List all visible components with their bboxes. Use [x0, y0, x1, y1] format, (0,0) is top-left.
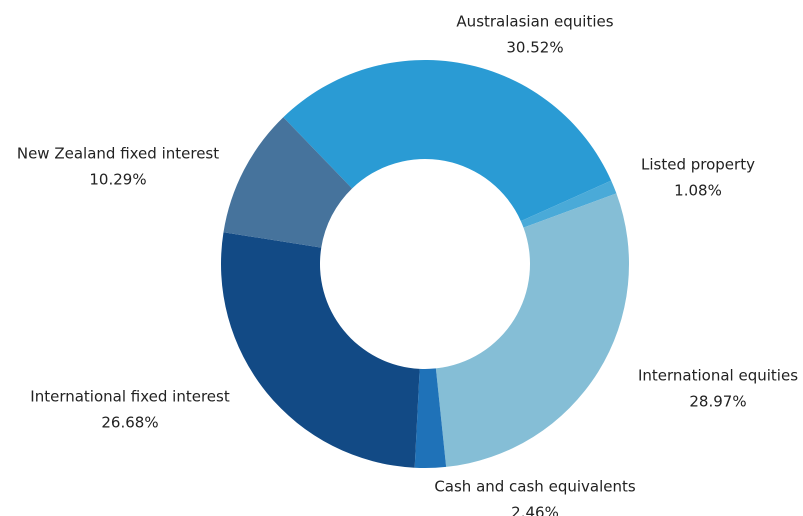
value-label: 26.68%: [101, 414, 158, 432]
value-label: 1.08%: [674, 182, 722, 200]
donut-slice: [435, 193, 630, 467]
slice-label: Cash and cash equivalents: [434, 478, 636, 496]
donut-slice: [414, 368, 447, 468]
donut-slice: [283, 60, 612, 222]
slice-label: Australasian equities: [456, 13, 613, 31]
slice-label: International equities: [638, 367, 798, 385]
value-label: 30.52%: [506, 39, 563, 57]
slice-label: Listed property: [641, 156, 755, 174]
donut-slice: [223, 117, 353, 248]
value-label: 10.29%: [89, 171, 146, 189]
value-label: 28.97%: [689, 393, 746, 411]
slice-label: International fixed interest: [30, 388, 230, 406]
donut-slice: [520, 180, 617, 228]
slice-label: New Zealand fixed interest: [17, 145, 219, 163]
value-label: 2.46%: [511, 504, 559, 516]
donut-slice: [221, 232, 420, 468]
